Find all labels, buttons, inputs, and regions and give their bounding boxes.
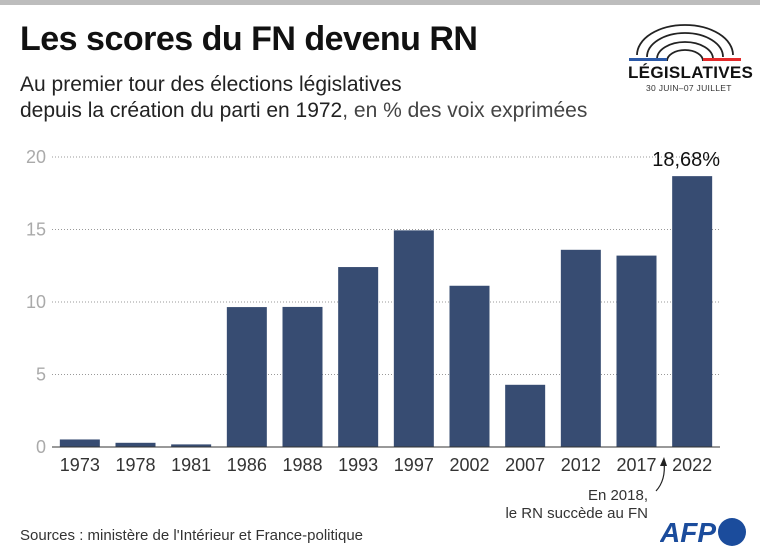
x-tick-label: 1978 (115, 455, 155, 475)
y-tick-label: 10 (26, 292, 46, 312)
y-tick-label: 5 (36, 365, 46, 385)
subtitle-line1: Au premier tour des élections législativ… (20, 73, 402, 96)
x-tick-label: 1973 (60, 455, 100, 475)
x-tick-label: 2017 (616, 455, 656, 475)
legislatives-logo-icon (629, 24, 741, 62)
subtitle-line2: depuis la création du parti en 1972 (20, 99, 343, 122)
x-tick-label: 2002 (449, 455, 489, 475)
annotation-arrow (655, 461, 665, 492)
logo-word: LÉGISLATIVES (628, 63, 754, 82)
data-label: 18,68% (652, 149, 720, 171)
y-tick-label: 20 (26, 147, 46, 167)
logo-date: 30 JUIN–07 JUILLET (646, 83, 732, 93)
annotation-line2: le RN succède au FN (505, 505, 648, 522)
bar-2007 (505, 384, 546, 447)
x-tick-label: 1993 (338, 455, 378, 475)
bar-1997 (393, 230, 434, 447)
bar-1981 (171, 444, 212, 447)
x-tick-label: 2012 (561, 455, 601, 475)
x-tick-label: 1981 (171, 455, 211, 475)
arrowhead-icon (660, 457, 667, 466)
subtitle-unit: , en % des voix exprimées (342, 99, 588, 122)
source-note: Sources : ministère de l'Intérieur et Fr… (20, 527, 364, 544)
x-tick-label: 2007 (505, 455, 545, 475)
x-tick-label: 1997 (394, 455, 434, 475)
chart-title: Les scores du FN devenu RN (20, 20, 478, 58)
afp-logo-icon: AFP (660, 517, 746, 548)
bar-2012 (560, 249, 601, 447)
y-tick-label: 0 (36, 437, 46, 457)
annotation: En 2018, le RN succède au FN (500, 487, 648, 523)
svg-text:AFP: AFP (660, 517, 716, 548)
chart-subtitle: Au premier tour des élections législativ… (20, 72, 587, 124)
bar-1986 (226, 307, 267, 447)
annotation-line1: En 2018, (587, 487, 648, 504)
x-tick-label: 2022 (672, 455, 712, 475)
y-tick-label: 15 (26, 220, 46, 240)
x-tick-label: 1988 (282, 455, 322, 475)
bar-2022 (672, 176, 713, 447)
bar-1978 (115, 442, 156, 447)
bar-2017 (616, 255, 657, 447)
bar-2002 (449, 285, 490, 447)
bar-1988 (282, 306, 323, 447)
x-tick-label: 1986 (227, 455, 267, 475)
bar-1993 (338, 267, 379, 447)
bar-1973 (59, 439, 100, 447)
top-bar (0, 0, 760, 5)
